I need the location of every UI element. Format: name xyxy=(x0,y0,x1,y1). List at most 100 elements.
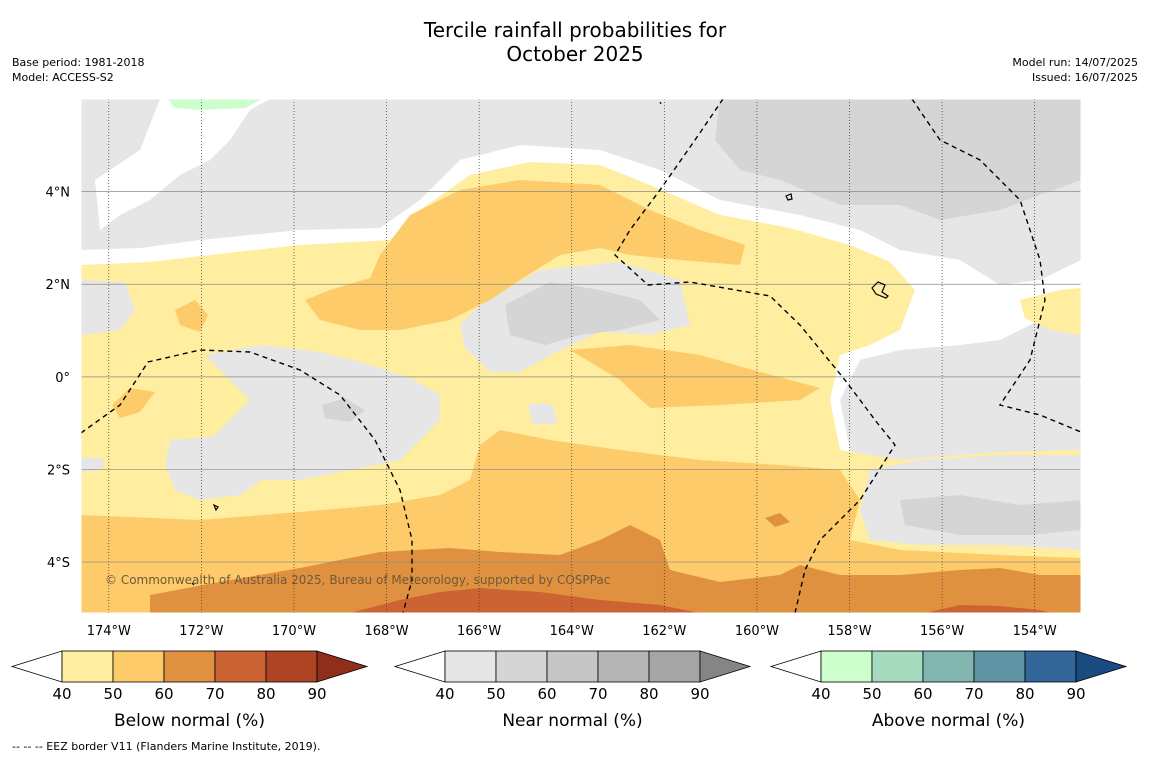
colorbar-below: 40 50 60 70 80 90 Below normal (%) xyxy=(10,650,369,731)
lon-tick-label: 166°W xyxy=(457,624,501,639)
colorbar-tick-label: 70 xyxy=(205,685,224,703)
lon-tick-label: 174°W xyxy=(87,624,131,639)
colorbar-tick-label: 50 xyxy=(103,685,122,703)
near-normal-southwest xyxy=(165,435,262,500)
colorbar-above: 40 50 60 70 80 90 Above normal (%) xyxy=(769,650,1128,731)
colorbar-title: Near normal (%) xyxy=(502,711,642,731)
near-normal-west xyxy=(205,345,440,480)
islands xyxy=(191,101,889,586)
lon-tick-label: 172°W xyxy=(179,624,223,639)
colorbar-over-extension xyxy=(699,650,752,683)
lon-tick-label: 162°W xyxy=(642,624,686,639)
copyright-text: © Commonwealth of Australia 2025, Bureau… xyxy=(105,573,610,587)
island-small-4 xyxy=(659,101,662,105)
island-small-2 xyxy=(212,503,219,512)
colorbar-under-extension xyxy=(393,650,446,683)
colorbar-segment xyxy=(1024,650,1077,683)
colorbar-tick-label: 60 xyxy=(154,685,173,703)
island-small-1 xyxy=(785,193,793,201)
colorbar-tick-label: 50 xyxy=(862,685,881,703)
model-run: Model run: 14/07/2025 xyxy=(1012,56,1138,69)
colorbar-segment xyxy=(163,650,216,683)
colorbar-segment xyxy=(871,650,924,683)
axis-labels: 174°W 172°W 170°W 168°W 166°W 164°W 162°W 160°W… xyxy=(46,186,1057,639)
eez-border-line-islands xyxy=(614,99,896,613)
island-small-3 xyxy=(191,582,195,586)
colorbar-tick-label: 80 xyxy=(639,685,658,703)
colorbar-tick-label: 70 xyxy=(588,685,607,703)
colorbar-tick-label: 90 xyxy=(690,685,709,703)
below-50-small-west xyxy=(175,300,208,332)
colorbar-under-extension xyxy=(10,650,63,683)
meta-right: Model run: 14/07/2025 Issued: 16/07/2025 xyxy=(1012,55,1138,85)
colorbar-over-extension xyxy=(1075,650,1128,683)
colorbar-tick-label: 40 xyxy=(435,685,454,703)
meta-left: Base period: 1981-2018 Model: ACCESS-S2 xyxy=(12,55,144,85)
below-40-east xyxy=(1020,288,1081,335)
near-50-north xyxy=(715,99,1081,220)
below-50-small-sw xyxy=(112,388,155,418)
colorbar-tick-label: 80 xyxy=(1015,685,1034,703)
lon-tick-label: 168°W xyxy=(364,624,408,639)
lon-tick-label: 158°W xyxy=(827,624,871,639)
eez-footnote: -- -- -- EEZ border V11 (Flanders Marine… xyxy=(12,740,321,753)
colorbar-segment xyxy=(444,650,497,683)
eez-borders xyxy=(81,99,1081,613)
lat-tick-label: 2°N xyxy=(46,278,71,293)
colorbar-tick-label: 70 xyxy=(964,685,983,703)
colorbar-segment xyxy=(214,650,267,683)
above-normal-patch xyxy=(168,99,262,110)
lon-tick-label: 170°W xyxy=(272,624,316,639)
eez-border-west xyxy=(81,349,413,613)
colorbar-segment xyxy=(648,650,701,683)
colorbar-tick-label: 40 xyxy=(52,685,71,703)
near-normal-small-box xyxy=(528,404,558,424)
lat-tick-label: 4°S xyxy=(47,556,70,571)
near-50-small-north xyxy=(762,115,792,138)
near-normal-westedge xyxy=(81,280,135,335)
colorbars: 40 50 60 70 80 90 Below normal (%) 40 50 60 70 80 90… xyxy=(10,650,1128,731)
map-figure: © Commonwealth of Australia 2025, Bureau… xyxy=(10,98,1128,731)
colorbar-over-extension xyxy=(316,650,369,683)
colorbar-segment xyxy=(546,650,599,683)
near-50-east-south xyxy=(900,495,1081,535)
lat-tick-label: 0° xyxy=(55,371,70,386)
colorbar-title: Above normal (%) xyxy=(872,711,1025,731)
colorbar-tick-label: 80 xyxy=(256,685,275,703)
colorbar-segment xyxy=(820,650,873,683)
colorbar-title: Below normal (%) xyxy=(114,711,265,731)
issued-date: Issued: 16/07/2025 xyxy=(1031,71,1138,84)
lon-tick-label: 164°W xyxy=(550,624,594,639)
colorbar-tick-label: 60 xyxy=(537,685,556,703)
colorbar-segment xyxy=(597,650,650,683)
title-line-2: October 2025 xyxy=(506,42,644,66)
colorbar-segment xyxy=(495,650,548,683)
colorbar-segment xyxy=(973,650,1026,683)
colorbar-near: 40 50 60 70 80 90 Near normal (%) xyxy=(393,650,752,731)
map-frame xyxy=(80,98,1082,614)
colorbar-segment xyxy=(265,650,318,683)
lat-tick-label: 2°S xyxy=(47,463,70,478)
colorbar-under-extension xyxy=(769,650,822,683)
colorbar-tick-label: 50 xyxy=(486,685,505,703)
map-title: Tercile rainfall probabilities for Octob… xyxy=(0,18,1150,66)
grid-lines xyxy=(81,99,1081,613)
white-gap-north xyxy=(95,99,270,230)
colorbar-tick-label: 90 xyxy=(307,685,326,703)
title-line-1: Tercile rainfall probabilities for xyxy=(423,18,727,42)
lon-tick-label: 154°W xyxy=(1013,624,1057,639)
colorbar-segment xyxy=(61,650,114,683)
below-50-north xyxy=(305,180,745,330)
model-name: Model: ACCESS-S2 xyxy=(12,71,114,84)
island-kiritimati xyxy=(871,281,889,299)
map-panel xyxy=(81,99,1081,613)
lat-tick-label: 4°N xyxy=(46,186,71,201)
near-50-west-patch xyxy=(322,398,365,422)
lon-tick-label: 160°W xyxy=(735,624,779,639)
near-50-center xyxy=(505,282,660,345)
near-normal-sw-edge xyxy=(81,458,103,472)
colorbar-tick-label: 90 xyxy=(1066,685,1085,703)
colorbar-tick-label: 60 xyxy=(913,685,932,703)
below-60-patch xyxy=(765,513,790,527)
below-70-south xyxy=(350,588,700,613)
